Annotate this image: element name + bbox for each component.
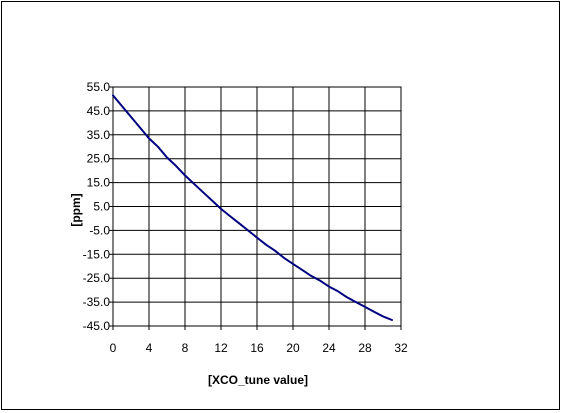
y-tick-label: -5.0 <box>89 223 110 237</box>
y-tick-label: 35.0 <box>87 128 111 142</box>
x-tick-label: 20 <box>286 341 300 355</box>
y-tick-label: 15.0 <box>87 176 111 190</box>
x-tick-label: 0 <box>110 341 117 355</box>
y-tick-label: -25.0 <box>83 271 111 285</box>
x-tick-label: 16 <box>250 341 264 355</box>
tick-labels: 0 4 8 12 16 20 24 28 32 55.0 45.0 35.0 25.0 15.0 5.0 -5… <box>83 80 408 355</box>
y-tick-label: -35.0 <box>83 295 111 309</box>
y-tick-label: 5.0 <box>93 200 110 214</box>
y-tick-label: 55.0 <box>87 80 111 94</box>
x-tick-label: 8 <box>182 341 189 355</box>
y-tick-label: -15.0 <box>83 247 111 261</box>
x-tick-label: 24 <box>322 341 336 355</box>
x-tick-label: 32 <box>394 341 408 355</box>
x-tick-label: 28 <box>358 341 372 355</box>
x-axis-title: [XCO_tune value] <box>208 373 308 387</box>
series-line <box>112 94 393 321</box>
y-tick-label: -45.0 <box>83 319 111 333</box>
y-axis-title: [ppm] <box>69 193 83 226</box>
x-tick-label: 4 <box>146 341 153 355</box>
x-tick-label: 12 <box>214 341 228 355</box>
grid-lines <box>112 86 402 327</box>
y-tick-label: 25.0 <box>87 152 111 166</box>
y-tick-label: 45.0 <box>87 104 111 118</box>
